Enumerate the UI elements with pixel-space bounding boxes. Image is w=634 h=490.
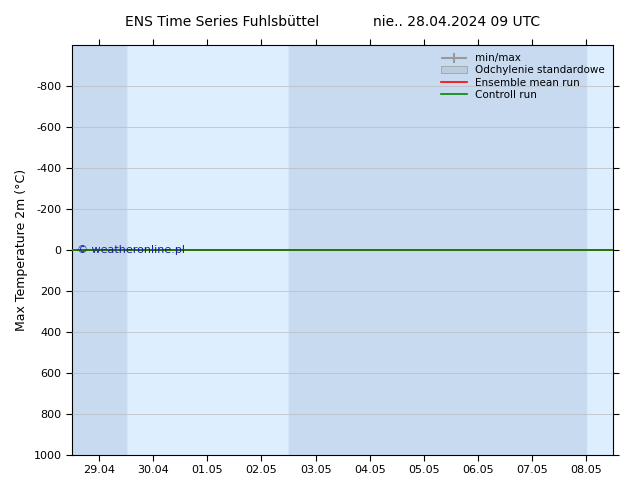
Bar bbox=[288, 45, 451, 455]
Text: ENS Time Series Fuhlsbüttel: ENS Time Series Fuhlsbüttel bbox=[125, 15, 319, 29]
Legend: min/max, Odchylenie standardowe, Ensemble mean run, Controll run: min/max, Odchylenie standardowe, Ensembl… bbox=[438, 50, 608, 103]
Y-axis label: Max Temperature 2m (°C): Max Temperature 2m (°C) bbox=[15, 169, 28, 331]
Bar bbox=[72, 45, 126, 455]
Bar bbox=[451, 45, 586, 455]
Text: nie.. 28.04.2024 09 UTC: nie.. 28.04.2024 09 UTC bbox=[373, 15, 540, 29]
Bar bbox=[288, 45, 451, 455]
Bar bbox=[72, 45, 126, 455]
Text: © weatheronline.pl: © weatheronline.pl bbox=[77, 245, 185, 255]
